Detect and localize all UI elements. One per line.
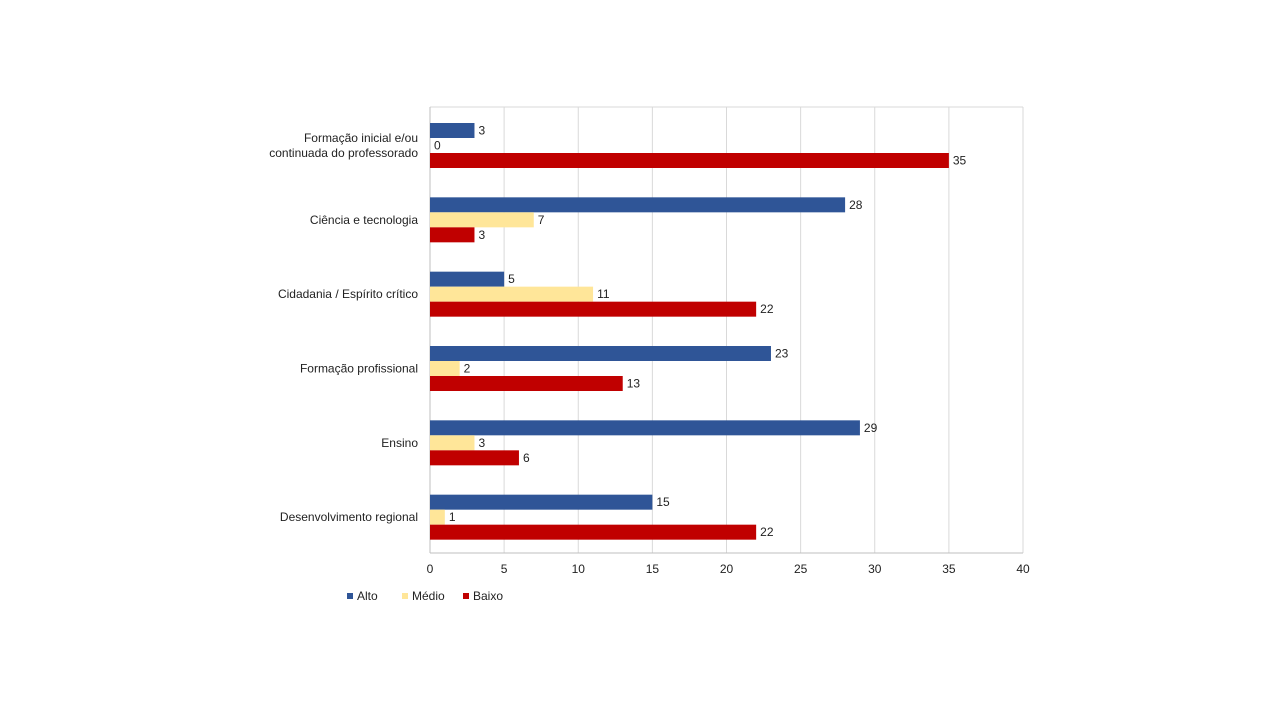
- category-label-line: Formação inicial e/ou: [304, 131, 418, 145]
- x-tick-label-40: 40: [1016, 562, 1030, 576]
- category-label-formacao-inicial-e-ou-continuada-do-professorado: Formação inicial e/ou continuada do profe…: [269, 131, 418, 160]
- data-label-alto-ensino: 29: [864, 421, 878, 435]
- bar-baixo-formacao-profissional: [430, 376, 623, 391]
- legend-label-baixo: Baixo: [473, 589, 503, 603]
- data-label-medio-desenvolvimento-regional: 1: [449, 510, 456, 524]
- data-label-medio-formacao-inicial-e-ou-continuada-do-professorado: 0: [434, 139, 441, 153]
- bar-alto-formacao-inicial-e-ou-continuada-do-professorado: [430, 123, 475, 138]
- x-tick-label-0: 0: [427, 562, 434, 576]
- x-tick-label-15: 15: [646, 562, 660, 576]
- data-label-medio-formacao-profissional: 2: [464, 362, 471, 376]
- data-label-baixo-cidadania-espirito-critico: 22: [760, 302, 774, 316]
- gridlines: [430, 106, 1024, 553]
- bar-baixo-cidadania-espirito-critico: [430, 301, 757, 317]
- category-label-line: Ciência e tecnologia: [310, 213, 418, 227]
- bar-baixo-ensino: [430, 450, 519, 466]
- category-label-line: Desenvolvimento regional: [280, 510, 418, 524]
- data-label-alto-formacao-profissional: 23: [775, 347, 789, 361]
- data-label-baixo-desenvolvimento-regional: 22: [760, 525, 774, 539]
- data-label-alto-desenvolvimento-regional: 15: [656, 495, 670, 509]
- category-label-cidadania-espirito-critico: Cidadania / Espírito crítico: [278, 287, 418, 301]
- category-labels: Formação inicial e/ou continuada do profe…: [269, 131, 418, 524]
- legend-swatch-baixo: [463, 593, 469, 599]
- data-label-medio-ensino: 3: [478, 436, 485, 450]
- data-label-baixo-formacao-inicial-e-ou-continuada-do-professorado: 35: [953, 154, 967, 168]
- x-tick-label-20: 20: [720, 562, 734, 576]
- data-label-alto-ciencia-e-tecnologia: 28: [849, 198, 863, 212]
- x-tick-label-10: 10: [572, 562, 586, 576]
- bar-baixo-ciencia-e-tecnologia: [430, 227, 475, 243]
- bar-baixo-desenvolvimento-regional: [430, 524, 757, 540]
- bar-alto-ciencia-e-tecnologia: [430, 197, 846, 213]
- category-label-line: Cidadania / Espírito crítico: [278, 287, 418, 301]
- category-label-line: Formação profissional: [300, 362, 418, 376]
- bar-alto-cidadania-espirito-critico: [430, 271, 505, 287]
- legend-swatch-medio: [402, 593, 408, 599]
- bar-medio-ensino: [430, 435, 475, 451]
- data-label-medio-ciencia-e-tecnologia: 7: [538, 213, 545, 227]
- bar-medio-cidadania-espirito-critico: [430, 286, 594, 302]
- data-label-alto-formacao-inicial-e-ou-continuada-do-professorado: 3: [478, 124, 485, 138]
- data-label-baixo-ensino: 6: [523, 451, 530, 465]
- bar-alto-formacao-profissional: [430, 346, 771, 361]
- category-label-formacao-profissional: Formação profissional: [300, 362, 418, 376]
- category-label-ensino: Ensino: [381, 436, 418, 450]
- category-label-desenvolvimento-regional: Desenvolvimento regional: [280, 510, 418, 524]
- bar-alto-ensino: [430, 420, 860, 436]
- category-label-ciencia-e-tecnologia: Ciência e tecnologia: [310, 213, 418, 227]
- x-tick-label-5: 5: [501, 562, 508, 576]
- data-label-medio-cidadania-espirito-critico: 11: [597, 287, 610, 301]
- bar-medio-desenvolvimento-regional: [430, 509, 445, 525]
- data-label-baixo-ciencia-e-tecnologia: 3: [478, 228, 485, 242]
- x-tick-label-25: 25: [794, 562, 808, 576]
- bars: [430, 123, 949, 540]
- category-label-line: Ensino: [381, 436, 418, 450]
- data-label-baixo-formacao-profissional: 13: [627, 377, 641, 391]
- data-label-alto-cidadania-espirito-critico: 5: [508, 272, 515, 286]
- legend-swatch-alto: [347, 593, 353, 599]
- bar-baixo-formacao-inicial-e-ou-continuada-do-professorado: [430, 153, 949, 168]
- x-tick-labels: 0 5 10 15 20 25 30 35 40: [427, 562, 1030, 576]
- legend-label-alto: Alto: [357, 589, 378, 603]
- bar-medio-ciencia-e-tecnologia: [430, 212, 534, 228]
- legend-label-medio: Médio: [412, 589, 445, 603]
- x-tick-label-35: 35: [942, 562, 956, 576]
- axes: [429, 107, 1023, 554]
- bar-medio-formacao-profissional: [430, 361, 460, 376]
- bar-alto-desenvolvimento-regional: [430, 494, 653, 510]
- x-tick-label-30: 30: [868, 562, 882, 576]
- category-label-line: continuada do professorado: [269, 146, 418, 160]
- legend: Alto Médio Baixo: [347, 589, 503, 603]
